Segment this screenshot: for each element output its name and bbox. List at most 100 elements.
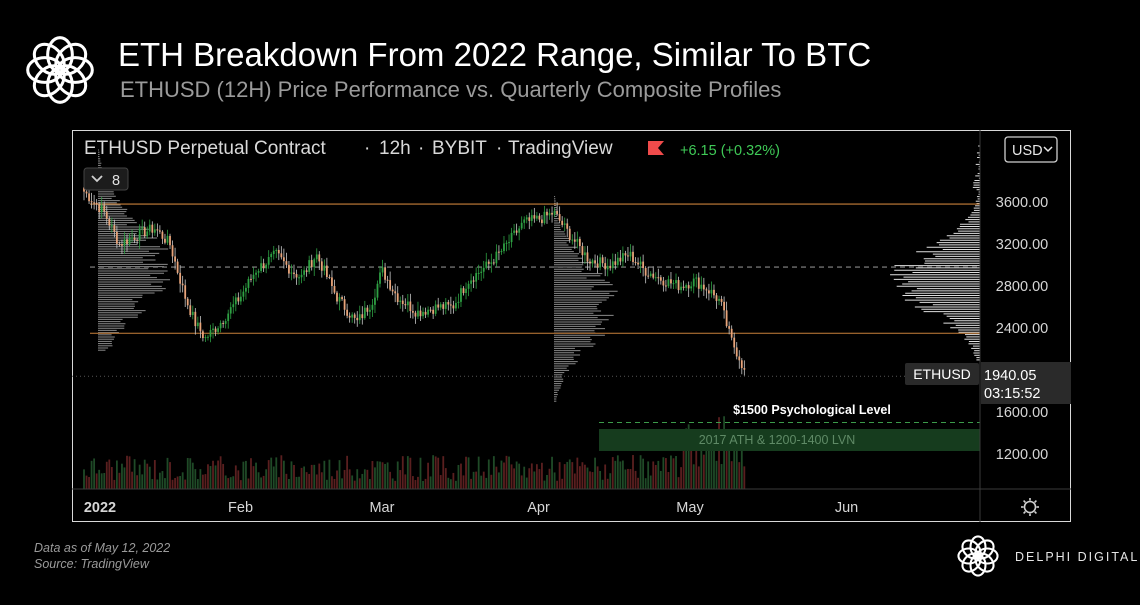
volume-bar (677, 477, 680, 489)
candle-body (93, 202, 96, 204)
candle-body (662, 280, 665, 286)
candle-body (308, 260, 311, 272)
volume-bar (399, 470, 402, 489)
volume-bar (371, 461, 374, 489)
volume-bar (639, 455, 642, 489)
candle-body (439, 304, 442, 308)
symbol-label[interactable]: ETHUSD Perpetual Contract (84, 138, 327, 159)
candle-body (404, 304, 407, 306)
candle-body (470, 280, 472, 284)
candle-body (599, 257, 602, 268)
candle-body (667, 279, 670, 287)
candle-body (665, 285, 667, 287)
candle-body (166, 235, 169, 243)
candle-body (642, 261, 645, 268)
volume-bar (310, 464, 313, 489)
last-price-label: 1940.05 (984, 368, 1036, 384)
candle-body (452, 305, 455, 309)
volume-bar (141, 474, 144, 489)
volume-bar (121, 463, 123, 489)
gear-icon[interactable] (1021, 498, 1039, 516)
volume-bar (227, 478, 230, 489)
candle-body (83, 187, 85, 192)
candle-body (543, 211, 546, 224)
candle-body (189, 305, 192, 316)
candle-body (606, 265, 609, 270)
candle-body (515, 230, 518, 233)
candle-body (713, 289, 715, 296)
volume-bar (644, 478, 647, 489)
volume-bar (624, 469, 627, 489)
candle-body (391, 289, 394, 292)
volume-bar (353, 480, 356, 489)
volume-bar (219, 456, 222, 489)
volume-bar (358, 478, 361, 489)
volume-bar (199, 469, 202, 489)
volume-bar (356, 469, 359, 489)
candle-body (186, 298, 189, 306)
volume-bar (255, 462, 257, 489)
chart-canvas[interactable]: $1500 Psychological Level 2017 ATH & 120… (72, 130, 1071, 522)
candle-body (115, 231, 118, 244)
volume-bar (196, 479, 199, 489)
indicator-toggle[interactable] (83, 167, 129, 191)
candle-body (508, 242, 510, 244)
currency-dropdown[interactable] (1004, 136, 1058, 163)
lvn-label: 2017 ATH & 1200-1400 LVN (699, 433, 856, 447)
volume-bar (285, 473, 288, 489)
volume-bar (578, 466, 581, 489)
candle-body (194, 311, 197, 327)
candle-body (267, 257, 270, 265)
volume-bar (551, 456, 553, 489)
candle-body (293, 272, 295, 275)
candle-body (406, 301, 409, 306)
candle-body (680, 286, 682, 291)
candle-body (730, 328, 733, 338)
flower-logo-icon (957, 535, 999, 577)
volume-bar (432, 455, 435, 489)
candle-body (275, 249, 278, 251)
volume-bar (159, 472, 161, 489)
volume-bar (204, 474, 207, 489)
candle-body (401, 300, 404, 305)
candle-body (196, 322, 199, 327)
volume-bar (179, 475, 182, 489)
candle-body (161, 231, 164, 239)
volume-bar (171, 479, 174, 489)
candle-body (601, 257, 604, 264)
volume-bar (295, 476, 298, 489)
volume-bar (131, 471, 133, 489)
volume-bar (728, 432, 731, 489)
candle-body (353, 314, 356, 318)
volume-bar (133, 459, 136, 489)
volume-bar (245, 460, 247, 489)
volume-bar (611, 457, 614, 489)
volume-bar (267, 460, 270, 489)
candle-body (670, 279, 672, 284)
volume-bar (462, 475, 465, 489)
volume-bar (331, 476, 333, 489)
volume-bar (530, 463, 533, 489)
change-label: +6.15 (+0.32%) (680, 143, 780, 159)
candle-body (156, 229, 159, 231)
volume-bar (687, 424, 690, 489)
page-subtitle: ETHUSD (12H) Price Performance vs. Quart… (120, 77, 782, 102)
volume-bar (621, 460, 624, 489)
volume-bar (105, 461, 108, 489)
y-axis: 1200.00 1600.00 2400.00 2800.00 3200.00 3600.… (996, 195, 1048, 463)
volume-bar (510, 464, 513, 489)
volume-bar (123, 467, 126, 489)
interval-label[interactable]: 12h (379, 138, 411, 159)
volume-bar (247, 478, 250, 489)
volume-bar (518, 463, 521, 489)
volume-bar (202, 474, 204, 489)
candle-body (255, 272, 257, 275)
volume-bar (194, 469, 197, 489)
y-tick-label: 2800.00 (996, 279, 1048, 295)
candle-body (611, 261, 614, 269)
volume-bar (250, 458, 252, 489)
volume-bar (366, 469, 369, 489)
candle-body (313, 259, 316, 268)
candle-body (100, 205, 103, 213)
candle-body (136, 239, 139, 241)
